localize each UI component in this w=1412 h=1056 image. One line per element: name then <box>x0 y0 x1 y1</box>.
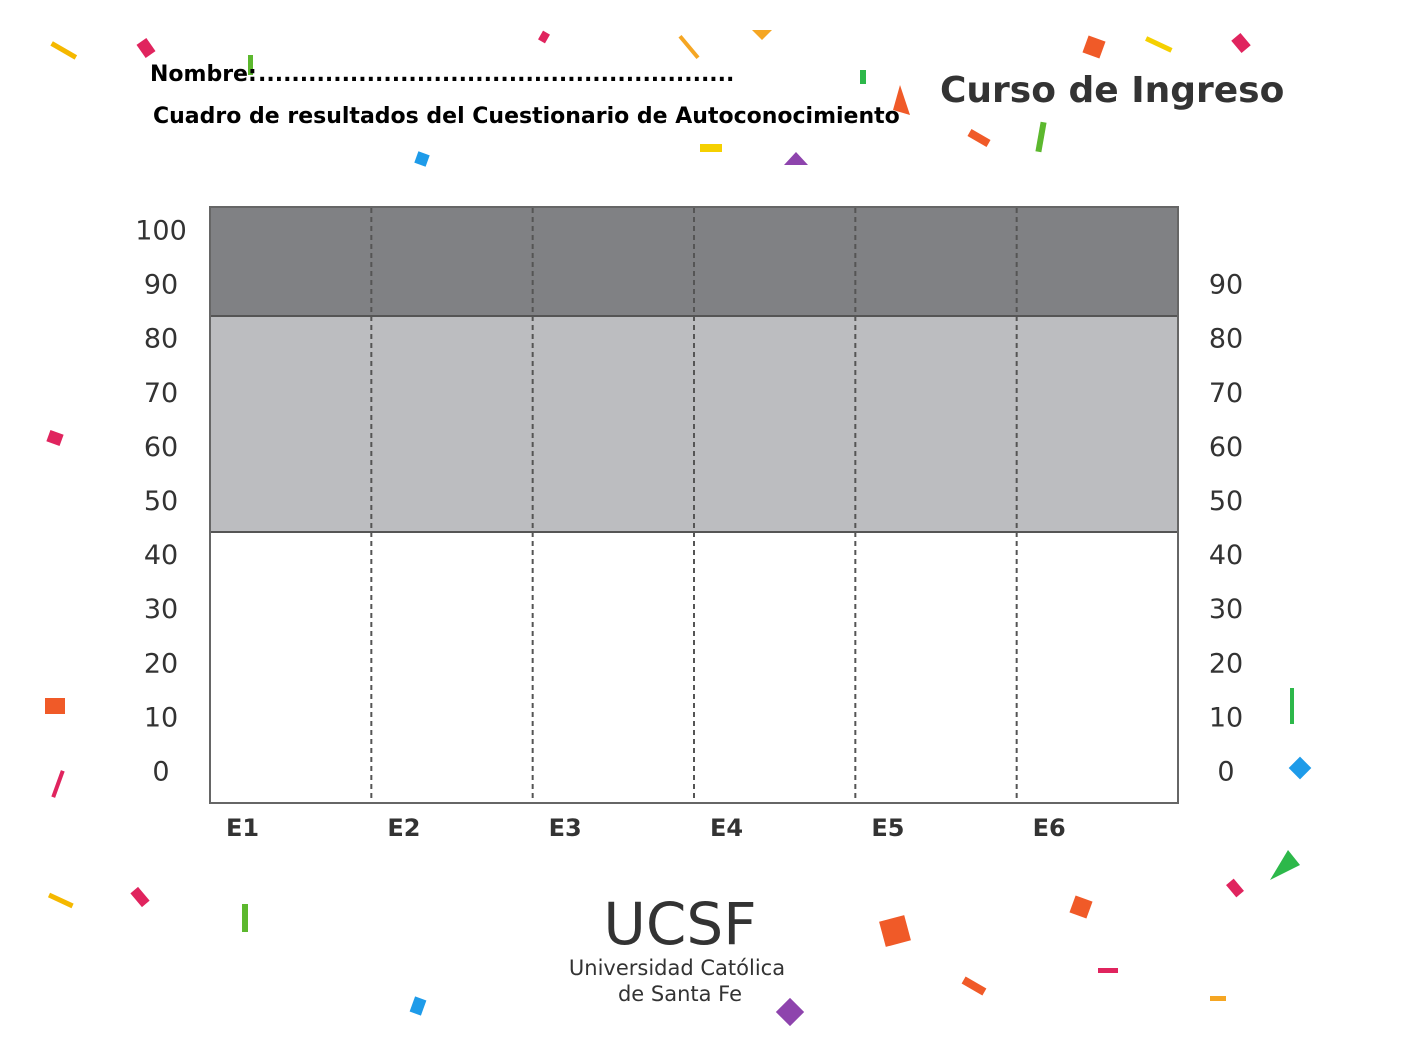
row-label: 40 <box>1209 540 1243 571</box>
name-line: ........................................… <box>258 62 734 87</box>
row-label: 60 <box>144 432 178 463</box>
logo-line: de Santa Fe <box>618 982 742 1006</box>
row-label: 50 <box>1209 486 1243 517</box>
row-label: 80 <box>1209 324 1243 355</box>
column-label: E4 <box>710 814 743 842</box>
name-label: Nombre: <box>150 62 257 87</box>
row-label: 0 <box>152 757 169 788</box>
row-label: 100 <box>135 216 187 247</box>
brand: Curso de Ingreso <box>940 70 1284 111</box>
logo-line: Universidad Católica <box>569 956 785 980</box>
row-label: 10 <box>144 702 178 733</box>
row-label: 10 <box>1209 702 1243 733</box>
row-label: 20 <box>1209 648 1243 679</box>
row-label: 70 <box>1209 378 1243 409</box>
row-label: 90 <box>144 270 178 301</box>
row-label: 30 <box>1209 594 1243 625</box>
row-label: 0 <box>1217 757 1234 788</box>
row-label: 20 <box>144 648 178 679</box>
column-label: E5 <box>871 814 904 842</box>
row-label: 40 <box>144 540 178 571</box>
subtitle: Cuadro de resultados del Cuestionario de… <box>153 104 900 129</box>
row-label: 80 <box>144 324 178 355</box>
column-label: E3 <box>549 814 582 842</box>
row-label: 50 <box>144 486 178 517</box>
column-label: E2 <box>387 814 420 842</box>
row-label: 70 <box>144 378 178 409</box>
column-label: E1 <box>226 814 259 842</box>
row-label: 90 <box>1209 270 1243 301</box>
row-label: 30 <box>144 594 178 625</box>
column-label: E6 <box>1033 814 1066 842</box>
confetti <box>45 30 1312 1027</box>
grid-box <box>209 206 1179 804</box>
row-label: 60 <box>1209 432 1243 463</box>
logo: UCSF <box>603 890 756 958</box>
